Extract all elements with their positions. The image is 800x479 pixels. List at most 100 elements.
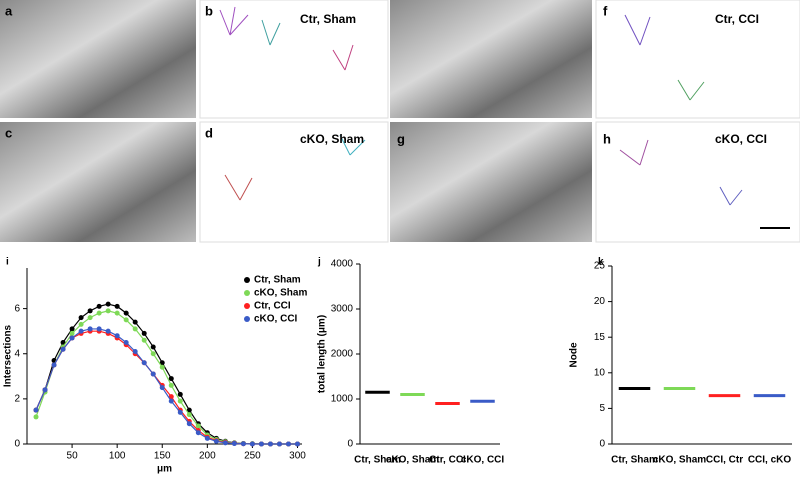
y-tick-label: 0 bbox=[599, 439, 605, 450]
data-point bbox=[177, 391, 183, 397]
data-point bbox=[141, 337, 147, 343]
panel-label: d bbox=[205, 125, 213, 140]
legend-marker bbox=[244, 277, 250, 283]
data-point bbox=[69, 330, 75, 336]
y-tick-label: 5 bbox=[599, 403, 605, 414]
data-point bbox=[132, 348, 138, 354]
data-point bbox=[168, 376, 174, 382]
legend-label: Ctr, CCI bbox=[254, 301, 291, 312]
data-point bbox=[132, 326, 138, 332]
x-tick-label: 150 bbox=[154, 451, 171, 462]
legend-marker bbox=[244, 303, 250, 309]
data-point bbox=[114, 303, 120, 309]
data-point bbox=[168, 398, 174, 404]
data-point bbox=[159, 385, 165, 391]
panel-label: a bbox=[5, 3, 13, 18]
data-point bbox=[159, 360, 165, 366]
data-point bbox=[69, 335, 75, 341]
data-point bbox=[150, 351, 156, 357]
legend-marker bbox=[244, 316, 250, 322]
data-point bbox=[69, 326, 75, 332]
data-point bbox=[150, 344, 156, 350]
y-tick-label: 0 bbox=[347, 439, 353, 450]
data-point bbox=[186, 412, 192, 418]
y-tick-label: 3000 bbox=[331, 304, 354, 315]
x-tick-label: cKO, Sham bbox=[653, 455, 706, 466]
data-point bbox=[177, 409, 183, 415]
data-point bbox=[33, 414, 39, 420]
data-point bbox=[285, 441, 291, 447]
panel-label: j bbox=[317, 257, 321, 268]
data-point bbox=[60, 346, 66, 352]
data-point bbox=[105, 328, 111, 334]
trace-panel bbox=[595, 0, 800, 119]
data-point bbox=[141, 360, 147, 366]
panel-title: Ctr, CCI bbox=[715, 12, 759, 26]
data-point bbox=[168, 382, 174, 388]
legend-marker bbox=[244, 290, 250, 296]
micrograph bbox=[390, 0, 592, 118]
y-tick-label: 4000 bbox=[331, 259, 354, 270]
y-tick-label: 4 bbox=[14, 348, 20, 359]
data-point bbox=[42, 387, 48, 393]
y-tick-label: 10 bbox=[594, 367, 606, 378]
panel-label: h bbox=[603, 131, 611, 146]
panel-label: b bbox=[205, 3, 213, 18]
data-point bbox=[240, 441, 246, 447]
panel-label: k bbox=[598, 257, 604, 268]
x-tick-label: Ctr, Sham bbox=[354, 455, 401, 466]
data-point bbox=[168, 394, 174, 400]
data-point bbox=[195, 423, 201, 429]
data-point bbox=[78, 328, 84, 334]
panel-label: c bbox=[5, 125, 12, 140]
series-line bbox=[35, 328, 298, 445]
data-point bbox=[105, 301, 111, 307]
y-tick-label: 2 bbox=[14, 394, 20, 405]
data-point bbox=[33, 407, 39, 413]
x-tick-label: 300 bbox=[289, 451, 306, 462]
series-line bbox=[35, 303, 298, 445]
data-point bbox=[51, 362, 57, 368]
data-point bbox=[96, 326, 102, 332]
y-tick-label: 20 bbox=[594, 296, 606, 307]
image-panels: a b Ctr, Sham c d cKO, Sham f Ctr, CCI g… bbox=[0, 0, 800, 243]
y-tick-label: 2000 bbox=[331, 349, 354, 360]
data-point bbox=[294, 441, 300, 447]
panel-label: i bbox=[6, 257, 9, 268]
x-tick-label: 50 bbox=[67, 451, 79, 462]
x-tick-label: Ctr, CCI bbox=[429, 455, 466, 466]
data-point bbox=[195, 430, 201, 436]
y-tick-label: 25 bbox=[594, 261, 606, 272]
legend-label: Ctr, Sham bbox=[254, 275, 301, 286]
x-tick-label: 200 bbox=[199, 451, 216, 462]
panel-title: Ctr, Sham bbox=[300, 12, 356, 26]
data-point bbox=[96, 303, 102, 309]
panel-label: f bbox=[603, 3, 608, 18]
data-point bbox=[222, 440, 228, 446]
x-tick-label: 100 bbox=[109, 451, 126, 462]
y-tick-label: 0 bbox=[14, 439, 20, 450]
y-axis-label: Intersections bbox=[3, 324, 14, 387]
data-point bbox=[186, 407, 192, 413]
data-point bbox=[186, 421, 192, 427]
trace-panel bbox=[595, 121, 800, 243]
data-point bbox=[78, 315, 84, 321]
panel-title: cKO, CCI bbox=[715, 132, 767, 146]
data-point bbox=[177, 398, 183, 404]
y-tick-label: 15 bbox=[594, 332, 606, 343]
series-line bbox=[35, 330, 298, 445]
data-point bbox=[114, 310, 120, 316]
x-axis-label: μm bbox=[157, 464, 172, 474]
y-tick-label: 6 bbox=[14, 303, 20, 314]
data-point bbox=[267, 441, 273, 447]
data-point bbox=[276, 441, 282, 447]
data-point bbox=[87, 315, 93, 321]
y-axis-label: Node bbox=[569, 342, 580, 367]
x-tick-label: 250 bbox=[244, 451, 261, 462]
legend-label: cKO, CCI bbox=[254, 314, 298, 325]
data-point bbox=[78, 321, 84, 327]
data-point bbox=[105, 308, 111, 314]
data-point bbox=[150, 371, 156, 377]
data-point bbox=[258, 441, 264, 447]
